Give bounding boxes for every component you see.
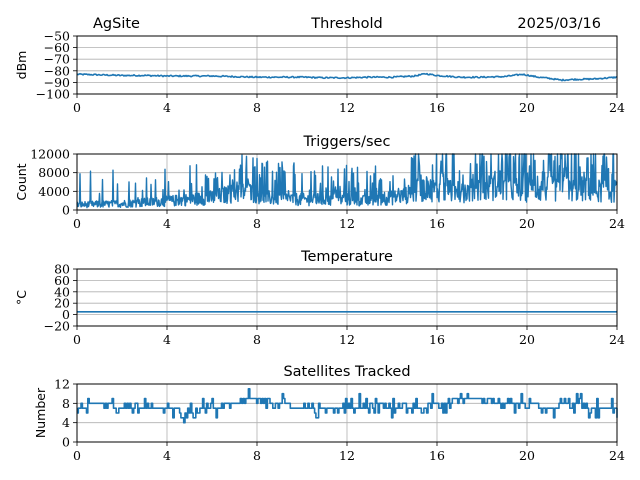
x-tick-label: 4 [163, 332, 171, 347]
chart-panel-2: 0 4 8 12 16 20 24 0 4000 8000 12000 Triggers/sec Cou… [14, 134, 625, 231]
y-axis-label: °C [14, 290, 29, 305]
series-line [77, 387, 618, 424]
x-tick-label: 8 [253, 448, 261, 463]
x-tick-label: 0 [73, 100, 81, 115]
chart-title: Triggers/sec [303, 134, 391, 150]
x-tick-label: 4 [163, 448, 171, 463]
y-tick-label: 80 [54, 262, 70, 277]
x-tick-label: 20 [519, 216, 535, 231]
x-tick-label: 24 [609, 100, 625, 115]
x-tick-label: 24 [609, 448, 625, 463]
x-tick-label: 8 [253, 332, 261, 347]
y-tick-label: 4 [62, 415, 70, 430]
x-tick-label: 0 [73, 448, 81, 463]
x-tick-label: 16 [429, 332, 445, 347]
x-tick-label: 12 [339, 100, 355, 115]
chart-title: Threshold [310, 16, 382, 32]
y-axis-label: dBm [14, 51, 29, 80]
y-tick-label: −20 [44, 319, 70, 334]
series-line [76, 153, 618, 209]
x-tick-label: 0 [73, 216, 81, 231]
y-tick-label: 12000 [30, 147, 70, 162]
y-tick-label: −60 [44, 40, 70, 55]
y-tick-label: −70 [44, 52, 70, 67]
x-tick-label: 4 [163, 216, 171, 231]
y-tick-label: −80 [44, 63, 70, 78]
y-tick-label: −100 [36, 87, 70, 102]
y-tick-label: 20 [54, 296, 70, 311]
x-tick-label: 16 [429, 216, 445, 231]
x-tick-label: 12 [339, 216, 355, 231]
y-tick-label: 0 [62, 435, 70, 450]
x-tick-label: 12 [339, 332, 355, 347]
y-tick-label: 4000 [38, 184, 70, 199]
y-tick-label: −90 [44, 75, 70, 90]
x-tick-label: 8 [253, 216, 261, 231]
site-name: AgSite [93, 16, 140, 32]
x-tick-label: 20 [519, 332, 535, 347]
chart-panels: 0 4 8 12 16 20 24 −100−90−80−70−60−50 Threshold d… [14, 16, 625, 463]
y-tick-label: 0 [62, 203, 70, 218]
y-tick-label: 8000 [38, 165, 70, 180]
x-tick-label: 8 [253, 100, 261, 115]
y-tick-label: −50 [44, 29, 70, 44]
date-label: 2025/03/16 [517, 16, 601, 32]
chart-panel-4: 0 4 8 12 16 20 24 0 4 8 12 Satellites Tracked Number [33, 364, 625, 463]
y-axis-label: Count [14, 163, 29, 200]
x-tick-label: 4 [163, 100, 171, 115]
series-line [76, 72, 618, 82]
y-axis-label: Number [33, 387, 48, 438]
x-tick-label: 24 [609, 216, 625, 231]
y-tick-label: 0 [62, 307, 70, 322]
y-tick-label: 12 [54, 377, 70, 392]
x-tick-label: 24 [609, 332, 625, 347]
x-tick-label: 20 [519, 448, 535, 463]
y-tick-label: 40 [54, 284, 70, 299]
x-tick-label: 20 [519, 100, 535, 115]
chart-panel-1: 0 4 8 12 16 20 24 −100−90−80−70−60−50 Threshold d… [14, 16, 625, 115]
x-tick-label: 16 [429, 448, 445, 463]
x-tick-label: 0 [73, 332, 81, 347]
chart-title: Satellites Tracked [283, 364, 410, 380]
chart-title: Temperature [300, 249, 393, 265]
y-tick-label: 8 [62, 396, 70, 411]
x-tick-label: 12 [339, 448, 355, 463]
y-tick-label: 60 [54, 273, 70, 288]
x-tick-label: 16 [429, 100, 445, 115]
